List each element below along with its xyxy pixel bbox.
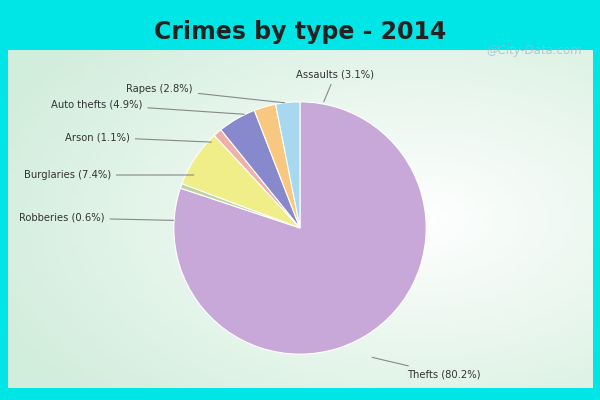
Wedge shape [254,104,300,228]
Text: Burglaries (7.4%): Burglaries (7.4%) [23,170,194,180]
Text: Robberies (0.6%): Robberies (0.6%) [19,213,173,223]
Text: Assaults (3.1%): Assaults (3.1%) [296,69,374,102]
Text: Crimes by type - 2014: Crimes by type - 2014 [154,20,446,44]
Text: Arson (1.1%): Arson (1.1%) [65,132,211,142]
Wedge shape [182,136,300,228]
Text: Thefts (80.2%): Thefts (80.2%) [372,357,481,379]
Wedge shape [181,184,300,228]
Text: @City-Data.com: @City-Data.com [486,44,582,57]
Wedge shape [174,102,426,354]
Text: Rapes (2.8%): Rapes (2.8%) [126,84,284,103]
Wedge shape [214,130,300,228]
Text: Auto thefts (4.9%): Auto thefts (4.9%) [51,99,244,114]
Wedge shape [221,110,300,228]
Wedge shape [275,102,300,228]
